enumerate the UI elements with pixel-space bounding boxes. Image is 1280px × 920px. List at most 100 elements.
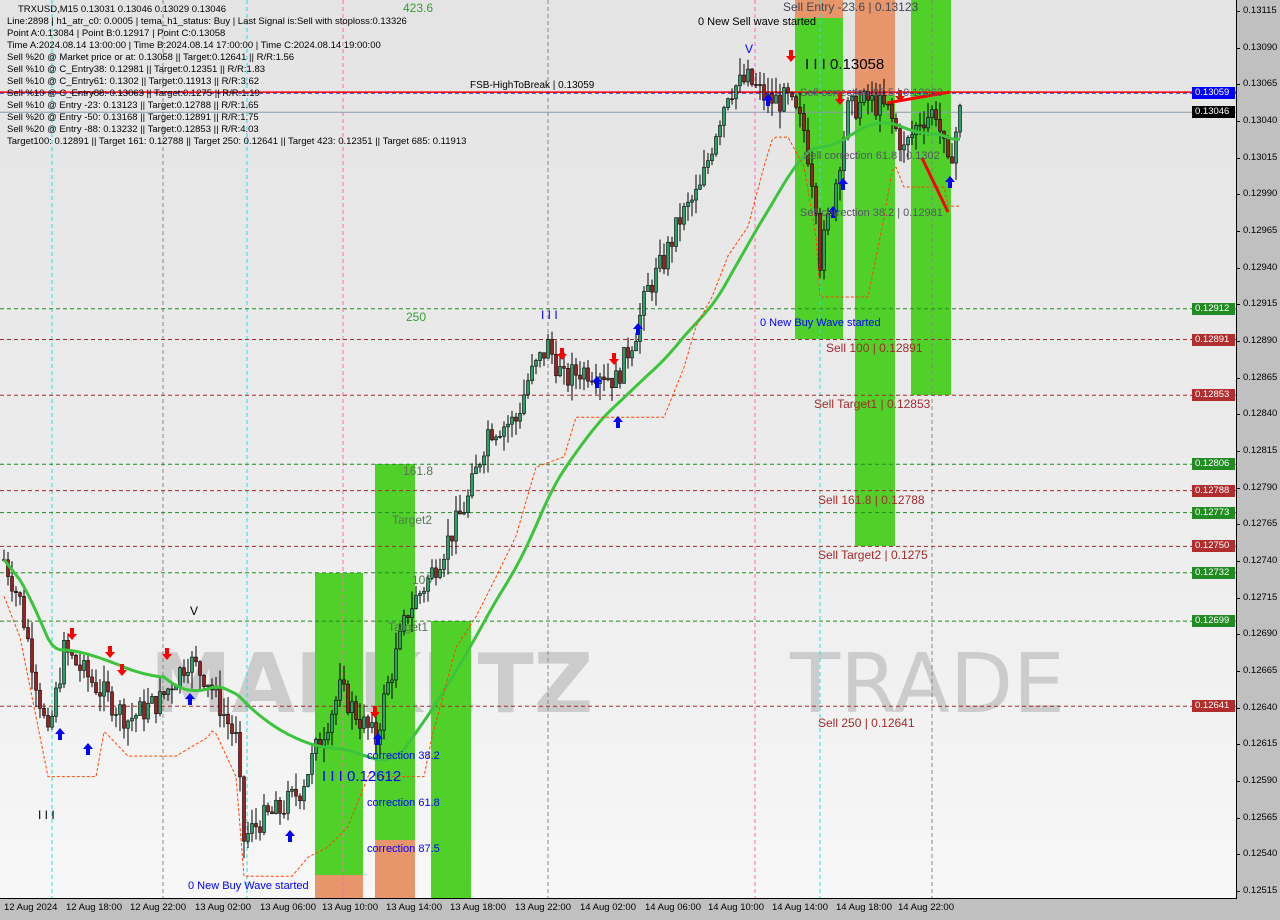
info-line: Time A:2024.08.14 13:00:00 | Time B:2024… (7, 40, 381, 51)
time-tick-label: 13 Aug 06:00 (260, 902, 316, 913)
chart-plot-area[interactable]: MARKETZ TRADE TRXUSD,M15 0.13031 0.13046… (0, 0, 1237, 899)
candle-body (786, 87, 790, 94)
candle-body (206, 684, 210, 688)
sell-arrow-icon (67, 628, 77, 640)
candle-body (186, 671, 190, 676)
candle-body (782, 87, 786, 112)
candle-body (538, 352, 542, 361)
candle-body (506, 423, 510, 428)
candle-body (42, 708, 46, 716)
candle-body (642, 291, 646, 316)
candle-body (898, 128, 902, 151)
candle-body (858, 102, 862, 119)
candle-body (278, 799, 282, 814)
candle-body (522, 394, 526, 414)
candle-body (690, 199, 694, 203)
candle-body (550, 339, 554, 355)
candle-body (366, 716, 370, 728)
price-tick (1236, 597, 1240, 599)
candle-body (70, 651, 74, 656)
candle-body (806, 130, 810, 165)
candle-body (778, 94, 782, 112)
price-level-tag: 0.12699 (1192, 615, 1235, 628)
correction-38-label: correction 38.2 (367, 750, 440, 762)
candle-body (306, 774, 310, 787)
info-line: Sell %10 @ C_Entry88: 0.13063 || Target:… (7, 88, 260, 99)
fib-100-label: 100 (412, 573, 433, 587)
time-tick-label: 13 Aug 02:00 (195, 902, 251, 913)
sell-arrow-icon (162, 648, 172, 660)
sell-250-label: Sell 250 | 0.12641 (818, 716, 915, 730)
candle-body (502, 426, 506, 437)
candle-body (790, 92, 794, 98)
candle-body (190, 656, 194, 673)
info-line: Sell %10 @ C_Entry61: 0.1302 || Target:0… (7, 76, 260, 87)
candle-body (630, 350, 634, 359)
chart-title: TRXUSD,M15 0.13031 0.13046 0.13029 0.130… (18, 4, 227, 15)
candle-body (622, 347, 626, 384)
candle-body (918, 124, 922, 127)
price-level-tag: 0.12732 (1192, 566, 1235, 579)
candle-body (146, 702, 150, 720)
candle-body (922, 124, 926, 129)
candle-body (430, 567, 434, 579)
candle-body (794, 96, 798, 108)
candle-body (730, 98, 734, 101)
time-tick-label: 14 Aug 18:00 (836, 902, 892, 913)
candle-body (154, 696, 158, 715)
price-tick (1236, 267, 1240, 269)
time-tick-label: 14 Aug 02:00 (580, 902, 636, 913)
price-tick-label: 0.12740 (1243, 555, 1278, 566)
price-tick (1236, 47, 1240, 49)
candle-body (658, 255, 662, 269)
candle-body (298, 795, 302, 802)
candle-body (178, 667, 182, 687)
candle-body (566, 367, 570, 386)
candle-body (862, 91, 866, 103)
candle-body (938, 119, 942, 132)
orange-zone (375, 840, 415, 898)
candle-body (726, 98, 730, 108)
candle-body (334, 699, 338, 715)
candle-body (386, 682, 390, 695)
trailing-stop-line (3, 136, 960, 877)
orange-zone (315, 875, 363, 898)
candle-body (878, 94, 882, 116)
candle-body (58, 683, 62, 689)
candle-body (166, 688, 170, 695)
candle-body (138, 701, 142, 716)
time-tick-label: 14 Aug 06:00 (645, 902, 701, 913)
sell-arrow-icon (105, 646, 115, 658)
candle-body (418, 593, 422, 596)
price-level-tag: 0.12641 (1192, 700, 1235, 713)
info-line: Point A:0.13084 | Point B:0.12917 | Poin… (7, 28, 226, 39)
candle-body (82, 660, 86, 671)
candle-body (814, 186, 818, 214)
candle-body (674, 217, 678, 247)
candle-body (114, 714, 118, 716)
candle-body (34, 671, 38, 691)
price-tick-label: 0.12665 (1243, 665, 1278, 676)
chart-background-layer: MARKETZ TRADE (51, 0, 951, 898)
price-level-tag: 0.12853 (1192, 389, 1235, 402)
candle-body (650, 284, 654, 293)
candle-body (810, 163, 814, 187)
price-tick-label: 0.13115 (1243, 5, 1277, 16)
sell-arrow-icon (609, 353, 619, 365)
candle-body (798, 106, 802, 114)
candle-body (682, 206, 686, 225)
candle-body (734, 85, 738, 100)
candle-body (874, 95, 878, 116)
price-tick (1236, 817, 1240, 819)
candle-body (162, 691, 166, 695)
candle-body (282, 812, 286, 815)
price-tick-label: 0.12640 (1243, 701, 1278, 713)
candle-body (46, 715, 50, 728)
candle-body (454, 510, 458, 542)
candle-body (558, 366, 562, 377)
candle-body (678, 217, 682, 225)
price-tick-label: 0.12540 (1243, 848, 1278, 860)
fib-161-label: 161.8 (403, 464, 434, 478)
price-tick (1236, 561, 1240, 562)
candle-body (670, 241, 674, 247)
